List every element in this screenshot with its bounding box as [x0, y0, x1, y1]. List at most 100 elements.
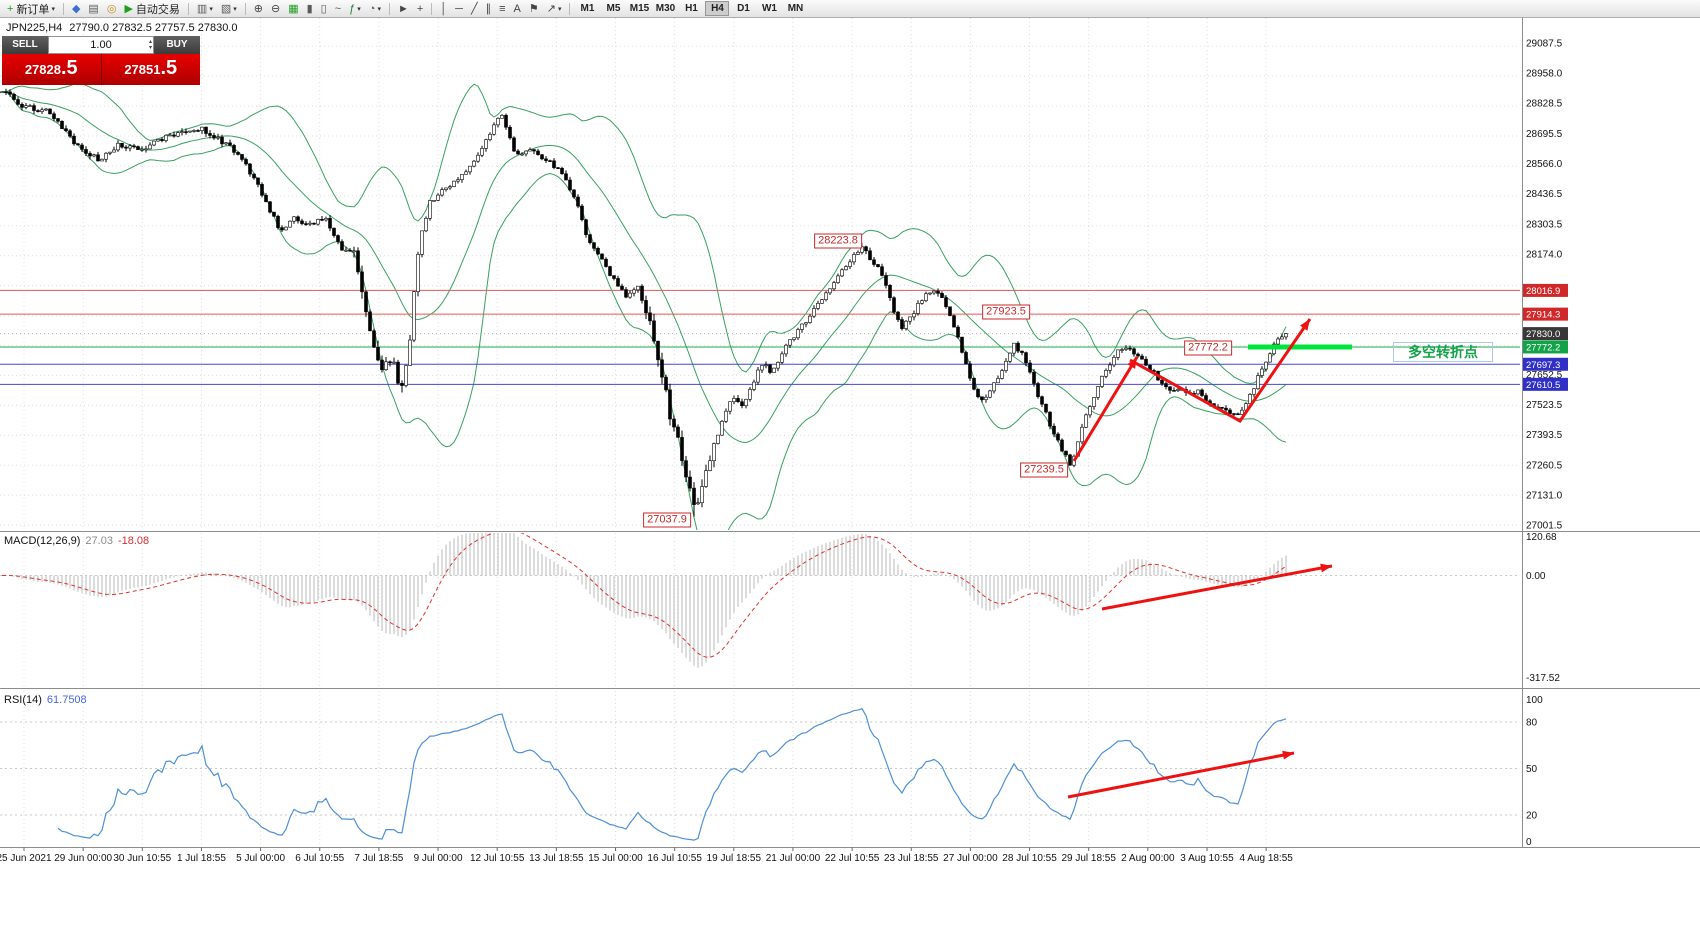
symbol-info: JPN225,H4 27790.0 27832.5 27757.5 27830.0 — [6, 22, 237, 34]
svg-text:27131.0: 27131.0 — [1526, 491, 1563, 502]
navigator-icon[interactable]: ◎ — [104, 1, 120, 17]
zoom-out-icon[interactable]: ⊖ — [268, 1, 283, 17]
svg-text:25 Jun 2021: 25 Jun 2021 — [0, 853, 52, 864]
text-icon[interactable]: A — [511, 1, 524, 17]
fibonacci-icon-icon: ≡ — [499, 2, 506, 15]
buy-button[interactable]: BUY — [154, 36, 200, 54]
bar-chart-icon-icon: ▮ — [306, 2, 313, 15]
svg-text:16 Jul 10:55: 16 Jul 10:55 — [647, 853, 702, 864]
volume-stepper[interactable]: ▴ ▾ — [149, 38, 152, 52]
svg-text:120.68: 120.68 — [1526, 532, 1557, 543]
horizontal-line-icon[interactable]: ─ — [452, 1, 466, 17]
svg-text:28436.5: 28436.5 — [1526, 189, 1563, 200]
timeframe-m30[interactable]: M30 — [655, 3, 676, 14]
rsi-name: RSI(14) — [4, 694, 42, 706]
svg-text:28174.0: 28174.0 — [1526, 250, 1563, 261]
buy-price-value: 27851 — [124, 62, 161, 77]
auto-trading-button[interactable]: ▶ 自动交易 — [121, 1, 182, 17]
periods-icon[interactable]: ◔ ▾ — [366, 1, 384, 17]
svg-text:29 Jun 00:00: 29 Jun 00:00 — [54, 853, 112, 864]
svg-text:27610.5: 27610.5 — [1526, 380, 1560, 391]
svg-text:9 Jul 00:00: 9 Jul 00:00 — [414, 853, 463, 864]
svg-text:28828.5: 28828.5 — [1526, 98, 1563, 109]
label-icon[interactable]: ⚑ — [526, 1, 542, 17]
candlestick-chart-icon-icon: ▯ — [320, 2, 327, 15]
market-watch-icon[interactable]: ◆ — [69, 1, 83, 17]
price-callout[interactable]: 27037.9 — [643, 512, 691, 528]
svg-text:1 Jul 18:55: 1 Jul 18:55 — [177, 853, 226, 864]
timeframe-w1[interactable]: W1 — [761, 3, 777, 14]
tile-windows-icon-icon: ▦ — [288, 2, 299, 15]
indicators-icon[interactable]: ƒ ▾ — [346, 1, 364, 17]
caret-down-icon: ▾ — [51, 5, 55, 13]
new-order-button[interactable]: + 新订单 ▾ — [4, 1, 58, 17]
label-icon-icon: ⚑ — [528, 2, 539, 15]
fibonacci-icon[interactable]: ≡ — [496, 1, 508, 17]
caret-down-icon: ▾ — [357, 5, 361, 13]
sell-price-fraction: .5 — [60, 57, 78, 79]
price-axis[interactable]: 29087.5 28958.0 28828.5 28695.5 28566.0 28436… — [1523, 38, 1568, 532]
crosshair-icon[interactable]: + — [414, 1, 426, 17]
tile-windows-icon[interactable]: ▦ — [285, 1, 301, 17]
macd-trend-arrow[interactable] — [1101, 563, 1333, 611]
svg-text:2 Aug 00:00: 2 Aug 00:00 — [1121, 853, 1175, 864]
candlestick-chart-icon[interactable]: ▯ — [318, 1, 330, 17]
line-chart-icon[interactable]: ~ — [332, 1, 344, 17]
toolbar-separator — [244, 2, 246, 15]
svg-text:15 Jul 00:00: 15 Jul 00:00 — [588, 853, 643, 864]
zoom-in-icon[interactable]: ⊕ — [251, 1, 266, 17]
cursor-icon[interactable]: ► — [395, 1, 412, 17]
volume-input[interactable]: 1.00 ▴ ▾ — [48, 36, 154, 54]
volume-value: 1.00 — [90, 39, 112, 51]
macd-signal-value: -18.08 — [117, 535, 150, 547]
toolbar: + 新订单 ▾ ◆ ▤ ◎ ▶ 自动交易 ▥ ▾ ▧ ▾ ⊕ ⊖ ▦ ▮ ▯ ~ ƒ ▾ ◔ ▾ ► + │ ─ ╱ ∥ ≡ A ⚑ ↗ ▾ M1… — [0, 0, 1700, 18]
sell-button[interactable]: SELL — [2, 36, 48, 54]
trend-arrows[interactable] — [1072, 318, 1312, 462]
timeframe-h4[interactable]: H4 — [705, 1, 730, 16]
bollinger-bands — [1, 82, 1287, 530]
svg-text:27523.5: 27523.5 — [1526, 400, 1563, 411]
channel-icon-icon: ∥ — [485, 2, 492, 15]
timeframe-m1[interactable]: M1 — [580, 3, 595, 14]
timeframe-m15[interactable]: M15 — [629, 3, 650, 14]
channel-icon[interactable]: ∥ — [483, 1, 495, 17]
data-window-icon-icon: ▤ — [88, 2, 99, 15]
svg-text:27260.5: 27260.5 — [1526, 461, 1563, 472]
arrows-icon[interactable]: ↗ ▾ — [544, 1, 565, 17]
trendline-icon[interactable]: ╱ — [468, 1, 481, 17]
svg-text:100: 100 — [1526, 695, 1543, 706]
buy-price-button[interactable]: 27851.5 — [101, 54, 200, 85]
periods-icon-icon: ◔ — [368, 2, 376, 15]
svg-text:50: 50 — [1526, 764, 1538, 775]
price-callout[interactable]: 27239.5 — [1020, 462, 1068, 478]
bar-chart-icon[interactable]: ▮ — [304, 1, 316, 17]
svg-text:27001.5: 27001.5 — [1526, 521, 1563, 532]
timeframe-h1[interactable]: H1 — [685, 3, 698, 14]
new-chart-icon[interactable]: ▥ ▾ — [194, 1, 216, 17]
navigator-icon-icon: ◎ — [106, 2, 117, 15]
price-callout[interactable]: 27772.2 — [1184, 340, 1232, 356]
svg-text:20: 20 — [1526, 811, 1538, 822]
volume-decrease-icon[interactable]: ▾ — [148, 45, 152, 51]
rsi-trend-arrow[interactable] — [1067, 750, 1295, 799]
timeframe-d1[interactable]: D1 — [737, 3, 750, 14]
svg-text:21 Jul 00:00: 21 Jul 00:00 — [766, 853, 821, 864]
annotation-note[interactable]: 多空转折点 — [1393, 342, 1493, 362]
svg-text:80: 80 — [1526, 718, 1538, 729]
svg-text:13 Jul 18:55: 13 Jul 18:55 — [529, 853, 584, 864]
timeframe-mn[interactable]: MN — [787, 3, 804, 14]
timeframe-m5[interactable]: M5 — [606, 3, 621, 14]
price-callout[interactable]: 27923.5 — [982, 304, 1030, 320]
profiles-icon[interactable]: ▧ ▾ — [218, 1, 240, 17]
macd-axis: 120.68 0.00 -317.52 — [1526, 532, 1560, 684]
volume-increase-icon[interactable]: ▴ — [148, 39, 152, 45]
price-callout[interactable]: 28223.8 — [814, 233, 862, 249]
rsi-value: 61.7508 — [46, 694, 87, 706]
svg-text:5 Jul 00:00: 5 Jul 00:00 — [236, 853, 285, 864]
svg-text:28958.0: 28958.0 — [1526, 68, 1563, 79]
vertical-line-icon[interactable]: │ — [437, 1, 450, 17]
sell-price-button[interactable]: 27828.5 — [2, 54, 102, 85]
time-axis[interactable]: 25 Jun 2021 29 Jun 00:00 30 Jun 10:55 1 Jul… — [0, 847, 1293, 865]
data-window-icon[interactable]: ▤ — [85, 1, 101, 17]
